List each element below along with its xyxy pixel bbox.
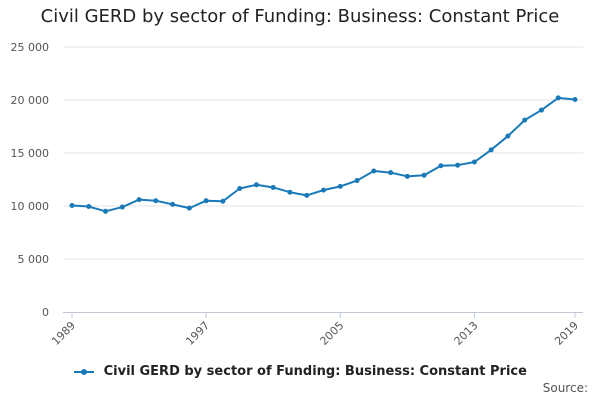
data-point[interactable] — [186, 205, 192, 211]
data-point[interactable] — [304, 192, 310, 198]
data-point[interactable] — [337, 183, 343, 189]
data-point[interactable] — [455, 162, 461, 168]
data-point[interactable] — [170, 201, 176, 207]
data-point[interactable] — [119, 204, 125, 210]
data-point[interactable] — [153, 198, 159, 204]
data-point[interactable] — [404, 173, 410, 179]
legend[interactable]: Civil GERD by sector of Funding: Busines… — [0, 364, 600, 379]
data-point[interactable] — [220, 198, 226, 204]
data-point[interactable] — [471, 159, 477, 165]
series-layer — [69, 95, 578, 214]
y-tick-label: 25 000 — [11, 41, 50, 54]
data-point[interactable] — [371, 168, 377, 174]
data-point[interactable] — [538, 107, 544, 113]
data-point[interactable] — [86, 204, 92, 210]
data-point[interactable] — [203, 198, 209, 204]
source-label: Source: — [542, 381, 588, 395]
data-point[interactable] — [270, 184, 276, 190]
data-point[interactable] — [421, 172, 427, 178]
legend-label: Civil GERD by sector of Funding: Busines… — [103, 364, 527, 379]
data-point[interactable] — [287, 189, 293, 195]
x-tick-label: 2019 — [552, 319, 581, 348]
data-point[interactable] — [572, 96, 578, 102]
data-point[interactable] — [438, 163, 444, 169]
x-axis: 1989 1997 2005 2013 2019 — [49, 312, 583, 348]
data-point[interactable] — [321, 187, 326, 193]
y-axis-tick-labels: 0 5 000 10 000 15 000 20 000 25 000 — [11, 41, 50, 319]
series-line[interactable] — [71, 96, 576, 213]
x-tick-label: 1997 — [183, 319, 212, 348]
y-tick-label: 5 000 — [18, 253, 50, 266]
chart-title: Civil GERD by sector of Funding: Busines… — [40, 6, 560, 27]
gridlines — [63, 46, 583, 260]
data-point[interactable] — [354, 178, 360, 184]
data-point[interactable] — [69, 202, 75, 208]
data-point[interactable] — [237, 186, 243, 192]
x-tick-label: 2005 — [317, 319, 346, 348]
data-point[interactable] — [253, 182, 259, 188]
data-point[interactable] — [103, 208, 109, 214]
x-tick-label: 1989 — [49, 319, 78, 348]
y-tick-label: 15 000 — [11, 147, 50, 160]
y-tick-label: 20 000 — [11, 94, 50, 107]
x-tick-label: 2013 — [452, 319, 481, 348]
data-point[interactable] — [488, 147, 494, 153]
data-point[interactable] — [388, 170, 394, 176]
y-tick-label: 0 — [42, 306, 49, 319]
y-tick-label: 10 000 — [11, 200, 50, 213]
data-point[interactable] — [522, 117, 528, 123]
data-point[interactable] — [136, 197, 142, 203]
data-point[interactable] — [505, 133, 511, 139]
legend-line-marker-icon — [74, 368, 95, 375]
data-point[interactable] — [555, 95, 561, 101]
